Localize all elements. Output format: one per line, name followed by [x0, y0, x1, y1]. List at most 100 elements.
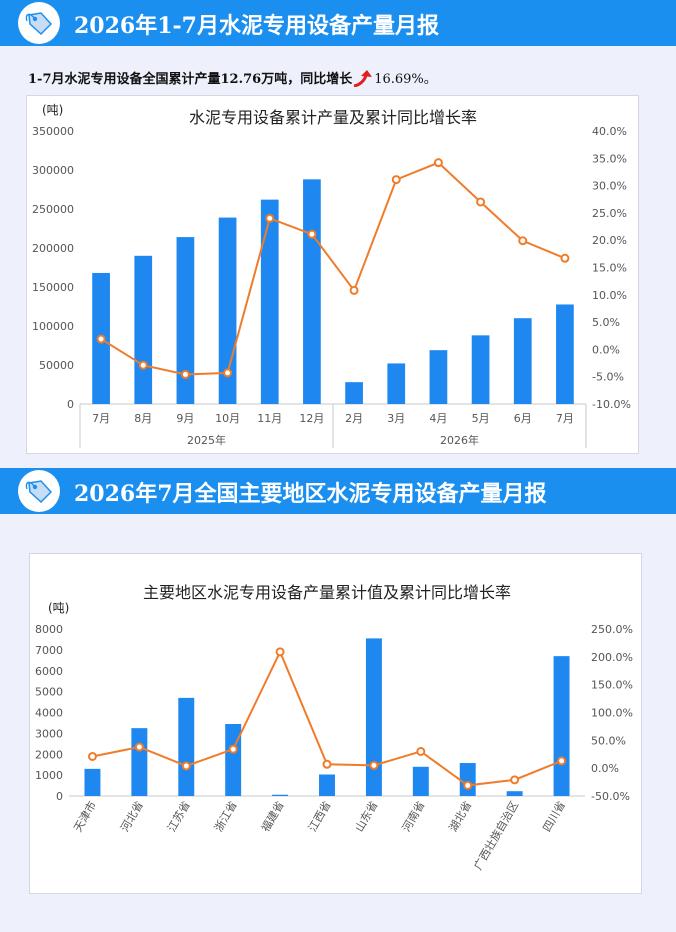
bar	[225, 723, 242, 796]
growth-line	[100, 161, 566, 376]
y-tick-label: 3000	[35, 727, 63, 740]
y2-tick-label: -50.0%	[591, 790, 630, 803]
line-point	[463, 780, 473, 790]
x-tick-label: 浙江省	[212, 799, 240, 834]
y2-tick-label: -5.0%	[592, 371, 624, 384]
x-tick-label: 8月	[134, 412, 152, 425]
summary-text: 1-7月水泥专用设备全国累计产量12.76万吨，同比增长	[28, 72, 353, 87]
y-tick-label: 6000	[35, 665, 63, 678]
up-arrow-icon	[352, 69, 374, 88]
y-tick-label: 0	[67, 398, 74, 411]
y2-tick-label: 25.0%	[592, 207, 627, 220]
x-tick-label: 4月	[429, 412, 447, 425]
x-tick-label: 福建省	[258, 799, 287, 835]
y2-tick-label: 30.0%	[592, 180, 627, 193]
y-tick-label: 2000	[35, 748, 63, 761]
y-tick-label: 300000	[32, 164, 74, 177]
bar	[319, 774, 335, 796]
summary-percent: 16.69%。	[374, 72, 437, 87]
y2-tick-label: 0.0%	[591, 762, 619, 775]
chart-title: 水泥专用设备累计产量及累计同比增长率	[189, 108, 477, 127]
chart-title: 主要地区水泥专用设备产量累计值及累计同比增长率	[143, 583, 511, 602]
x-tick-label: 河南省	[400, 799, 428, 834]
y-tick-label: 250000	[32, 203, 74, 216]
bar	[387, 363, 406, 404]
line-point	[518, 236, 528, 246]
x-tick-label: 河北省	[118, 799, 146, 834]
bar	[553, 656, 570, 796]
line-point	[307, 229, 317, 239]
y2-tick-label: -10.0%	[592, 398, 631, 411]
line-point	[416, 746, 426, 756]
y-tick-label: 50000	[39, 359, 74, 372]
y-axis-unit: (吨)	[48, 601, 69, 615]
line-point	[138, 360, 148, 370]
line-point	[180, 370, 190, 380]
y2-tick-label: 200.0%	[591, 651, 633, 664]
bar	[131, 728, 148, 796]
bar	[134, 255, 153, 404]
line-point	[181, 761, 191, 771]
line-point	[476, 197, 486, 207]
x-tick-label: 湖北省	[447, 799, 475, 834]
y-tick-label: 8000	[35, 623, 63, 636]
line-point	[322, 759, 332, 769]
line-point	[134, 742, 144, 752]
x-tick-label: 天津市	[70, 799, 99, 835]
line-point	[349, 285, 359, 295]
y2-tick-label: 250.0%	[591, 623, 633, 636]
y2-tick-label: 150.0%	[591, 679, 633, 692]
x-tick-label: 5月	[472, 412, 490, 425]
line-point	[557, 756, 567, 766]
y-tick-label: 0	[56, 790, 63, 803]
line-point	[510, 775, 520, 785]
bar	[459, 763, 476, 796]
line-point	[369, 760, 379, 770]
x-tick-label: 7月	[556, 412, 574, 425]
y-axis-unit: (吨)	[42, 103, 63, 117]
line-point	[391, 175, 401, 185]
y2-tick-label: 0.0%	[592, 343, 620, 356]
banner-title: 2026年1-7月水泥专用设备产量月报	[74, 13, 439, 39]
x-tick-label: 江西省	[306, 799, 334, 834]
y-tick-label: 350000	[32, 125, 74, 138]
bar	[506, 791, 523, 796]
line-point	[228, 744, 238, 754]
x-tick-label: 9月	[176, 412, 194, 425]
summary-line: 1-7月水泥专用设备全国累计产量12.76万吨，同比增长 16.69%。	[28, 68, 437, 88]
group-label: 2025年	[187, 433, 226, 447]
x-tick-label: 11月	[257, 412, 282, 425]
x-tick-label: 3月	[387, 412, 405, 425]
line-point	[96, 334, 106, 344]
x-tick-label: 7月	[92, 412, 110, 425]
monthly-output-chart: 水泥专用设备累计产量及累计同比增长率 (吨) 350000 300000 250000 2…	[32, 103, 631, 448]
bar	[471, 335, 490, 404]
line-point	[87, 751, 97, 761]
bottom-banner: 2026年7月全国主要地区水泥专用设备产量月报	[0, 468, 676, 514]
bar	[556, 304, 574, 404]
bar	[260, 199, 279, 404]
x-tick-label: 山东省	[353, 799, 381, 834]
y-tick-label: 5000	[35, 686, 63, 699]
bar	[176, 237, 195, 404]
line-point	[223, 368, 233, 378]
bar	[178, 697, 195, 796]
bar	[272, 794, 289, 796]
line-point	[265, 213, 275, 223]
y-tick-label: 4000	[35, 707, 63, 720]
y2-tick-label: 15.0%	[592, 262, 627, 275]
price-tag-icon	[18, 470, 60, 512]
y2-tick-label: 50.0%	[591, 734, 626, 747]
bar	[513, 318, 532, 404]
y-tick-label: 1000	[35, 769, 63, 782]
chart-panel-monthly: 水泥专用设备累计产量及累计同比增长率 (吨) 350000 300000 250000 2…	[26, 95, 639, 454]
y2-tick-label: 5.0%	[592, 316, 620, 329]
y-tick-label: 200000	[32, 242, 74, 255]
bar	[429, 350, 448, 404]
x-tick-label: 12月	[299, 412, 324, 425]
x-tick-label: 四川省	[540, 799, 568, 834]
x-tick-label: 广西壮族自治区	[471, 799, 522, 873]
banner-title: 2026年7月全国主要地区水泥专用设备产量月报	[74, 481, 547, 507]
y2-tick-label: 40.0%	[592, 125, 627, 138]
x-tick-label: 2月	[345, 412, 363, 425]
